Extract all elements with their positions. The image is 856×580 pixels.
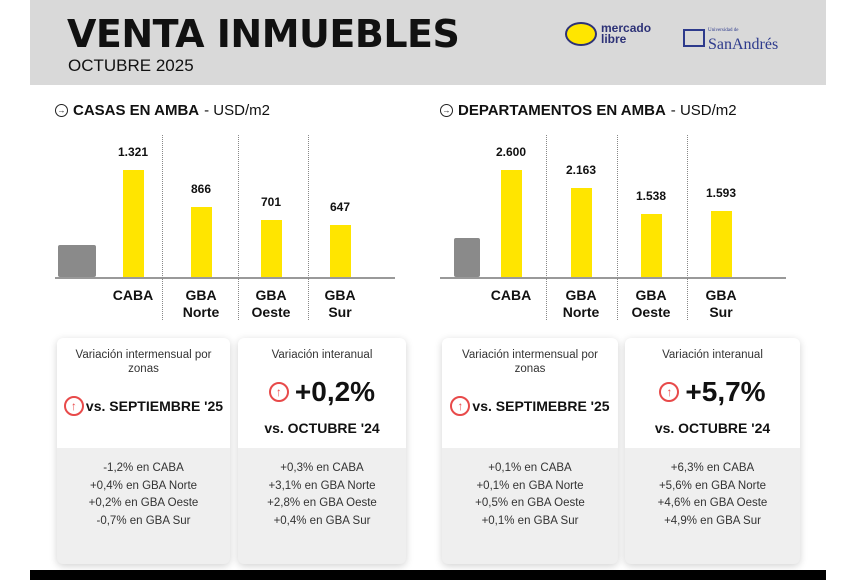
handshake-icon <box>565 22 597 46</box>
x-axis-baseline <box>55 277 395 279</box>
data-label: 701 <box>260 195 282 210</box>
data-label: 2.163 <box>565 162 597 177</box>
section-title-departamentos: → DEPARTAMENTOS EN AMBA - USD/m2 <box>440 102 737 119</box>
interanual-card: Variación interanual ↑ +0,2% vs. OCTUBRE '2… <box>238 338 406 564</box>
intermensual-card: Variación intermensual por zonas ↑ vs. SEP… <box>57 338 230 564</box>
category-separator <box>687 135 688 320</box>
headline-value: +5,7% <box>685 376 766 407</box>
header: VENTA INMUEBLES OCTUBRE 2025 mercado libr… <box>30 0 826 85</box>
list-item: +0,3% en CABA <box>280 462 364 474</box>
arrow-up-circle-icon: ↑ <box>63 396 84 416</box>
list-item: +4,6% en GBA Oeste <box>657 497 768 509</box>
list-item: +0,4% en GBA Sur <box>273 514 371 527</box>
chart-departamentos: 2.600 CABA 2.163 GBA Norte 1.538 GBA Oeste 1.593… <box>440 130 786 330</box>
zone-variation-list: +0,1% en CABA +0,1% en GBA Norte +0,5% en … <box>442 448 618 530</box>
card-title: Variación interanual <box>271 349 373 361</box>
list-item: +5,6% en GBA Norte <box>658 479 767 492</box>
category-separator <box>162 135 163 320</box>
zone-variation-list: +6,3% en CABA +5,6% en GBA Norte +4,6% en … <box>625 448 800 530</box>
list-item: +0,1% en GBA Norte <box>476 479 584 492</box>
arrow-up-circle-icon: ↑ <box>268 382 289 402</box>
list-item: +2,8% en GBA Oeste <box>267 497 377 509</box>
list-item: +0,5% en GBA Oeste <box>475 497 585 509</box>
interanual-card: Variación interanual ↑ +5,7% vs. OCTUBRE '2… <box>625 338 800 564</box>
chart-casas: 1.321 CABA 866 GBA Norte 701 GBA Oeste 647 GBA Sur <box>55 130 395 330</box>
comparison-label: vs. SEPTIEMBRE '25 <box>85 398 224 414</box>
data-label: 1.321 <box>117 145 149 159</box>
zone-variation-list: -1,2% en CABA +0,4% en GBA Norte +0,2% en … <box>57 448 230 530</box>
list-item: -1,2% en CABA <box>103 462 184 474</box>
list-item: -0,7% en GBA Sur <box>96 514 191 527</box>
bar-gba-sur <box>330 224 351 277</box>
card-title: Variación intermensual por zonas <box>75 349 212 375</box>
card-title: Variación interanual <box>662 349 763 361</box>
san-andres-logo: Universidad de SanAndrés <box>683 24 778 53</box>
bar-gba-sur <box>711 211 732 277</box>
category-label: GBA Norte <box>182 287 220 320</box>
x-axis-baseline <box>440 277 786 279</box>
card-title: Variación intermensual por zonas <box>462 349 598 375</box>
comparison-label: vs. SEPTIMEBRE '25 <box>472 398 610 414</box>
footer-bar <box>30 570 826 580</box>
category-label: GBA Sur <box>705 287 737 320</box>
section-title-casas: → CASAS EN AMBA - USD/m2 <box>55 102 270 119</box>
category-label: GBA Norte <box>562 287 600 320</box>
page-title: VENTA INMUEBLES <box>67 12 460 56</box>
mercado-libre-logo: mercado libre <box>565 22 651 46</box>
bar-gba-oeste <box>641 213 662 277</box>
comparison-label: vs. OCTUBRE '24 <box>654 420 771 436</box>
list-item: +0,2% en GBA Oeste <box>88 497 199 509</box>
data-label: 647 <box>329 199 351 214</box>
house-icon <box>58 245 96 277</box>
bar-gba-oeste <box>261 220 282 277</box>
list-item: +0,1% en GBA Sur <box>481 514 579 527</box>
bar-gba-norte <box>571 187 592 277</box>
category-label: CABA <box>112 287 154 303</box>
bar-caba <box>501 170 522 277</box>
list-item: +0,4% en GBA Norte <box>89 479 198 492</box>
bar-gba-norte <box>191 206 212 277</box>
data-label: 1.538 <box>635 188 667 203</box>
category-separator <box>546 135 547 320</box>
bar-caba <box>123 170 144 277</box>
page-subtitle: OCTUBRE 2025 <box>68 56 194 75</box>
category-separator <box>238 135 239 320</box>
arrow-up-circle-icon: ↑ <box>659 382 680 402</box>
arrow-right-circle-icon: → <box>440 104 453 117</box>
data-label: 866 <box>190 181 212 196</box>
category-label: GBA Oeste <box>631 287 671 320</box>
category-separator <box>308 135 309 320</box>
arrow-up-circle-icon: ↑ <box>450 396 471 416</box>
data-label: 1.593 <box>705 186 737 201</box>
list-item: +6,3% en CABA <box>670 462 755 474</box>
zone-variation-list: +0,3% en CABA +3,1% en GBA Norte +2,8% en … <box>238 448 406 530</box>
comparison-label: vs. OCTUBRE '24 <box>264 420 380 436</box>
apartment-building-icon <box>454 238 480 277</box>
headline-value: +0,2% <box>294 376 376 407</box>
list-item: +3,1% en GBA Norte <box>268 479 376 492</box>
list-item: +0,1% en CABA <box>488 462 572 474</box>
shield-icon <box>683 29 705 47</box>
arrow-right-circle-icon: → <box>55 104 68 117</box>
category-label: GBA Sur <box>324 287 356 320</box>
category-label: CABA <box>490 287 532 303</box>
data-label: 2.600 <box>495 145 527 159</box>
category-separator <box>617 135 618 320</box>
category-label: GBA Oeste <box>251 287 291 320</box>
list-item: +4,9% en GBA Sur <box>664 514 761 527</box>
intermensual-card: Variación intermensual por zonas ↑ vs. SEP… <box>442 338 618 564</box>
